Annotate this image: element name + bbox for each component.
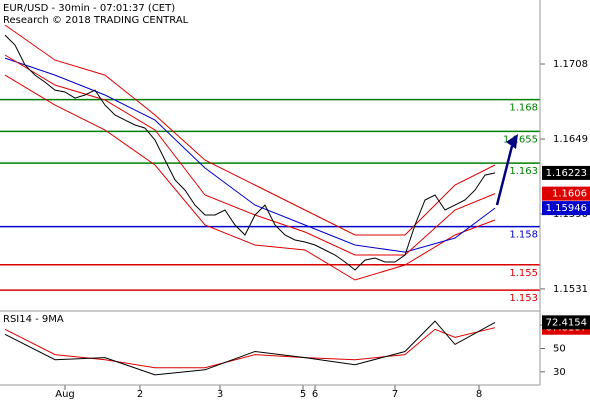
last-value-label: 1.1606 xyxy=(552,189,587,200)
series-line xyxy=(4,327,496,369)
last-value-label: 72.4154 xyxy=(546,317,587,328)
y-tick-label: 1.1649 xyxy=(553,134,588,145)
last-value-label: 1.16223 xyxy=(546,168,587,179)
last-value-label: 1.15946 xyxy=(546,203,587,214)
series-line xyxy=(4,34,496,271)
series-line xyxy=(4,74,496,281)
last-value-box xyxy=(542,165,590,180)
y-tick-label: 1.1708 xyxy=(553,59,588,70)
x-tick-label: 5 xyxy=(300,389,306,400)
y-tick-label: 50 xyxy=(553,344,566,355)
x-tick-label: 8 xyxy=(476,389,482,400)
x-tick-label: Aug xyxy=(55,389,75,400)
series-line xyxy=(4,24,496,236)
forecast-arrow xyxy=(495,145,514,206)
x-tick-label: 3 xyxy=(217,389,223,400)
series-line xyxy=(4,57,496,253)
level-label: 1.153 xyxy=(509,293,538,304)
level-label: 1.163 xyxy=(509,166,538,177)
series-line xyxy=(4,320,496,376)
last-value-box xyxy=(542,315,590,330)
level-label: 1.168 xyxy=(509,103,538,114)
last-value-box xyxy=(542,186,590,201)
last-value-box xyxy=(542,201,590,216)
forecast-arrowhead xyxy=(506,134,518,149)
rsi-title: RSI14 - 9MA xyxy=(3,314,64,325)
chart-title: EUR/USD - 30min - 07:01:37 (CET) xyxy=(3,3,175,14)
level-label: 1.1655 xyxy=(503,134,538,145)
level-label: 1.155 xyxy=(509,268,538,279)
chart-subtitle: Research © 2018 TRADING CENTRAL xyxy=(3,15,189,26)
level-label: 1.158 xyxy=(509,230,538,241)
x-tick-label: 6 xyxy=(312,389,318,400)
y-tick-label: 1.1531 xyxy=(553,284,588,295)
x-tick-label: 7 xyxy=(392,389,398,400)
y-tick-label: 30 xyxy=(553,367,566,378)
x-tick-label: 2 xyxy=(137,389,143,400)
